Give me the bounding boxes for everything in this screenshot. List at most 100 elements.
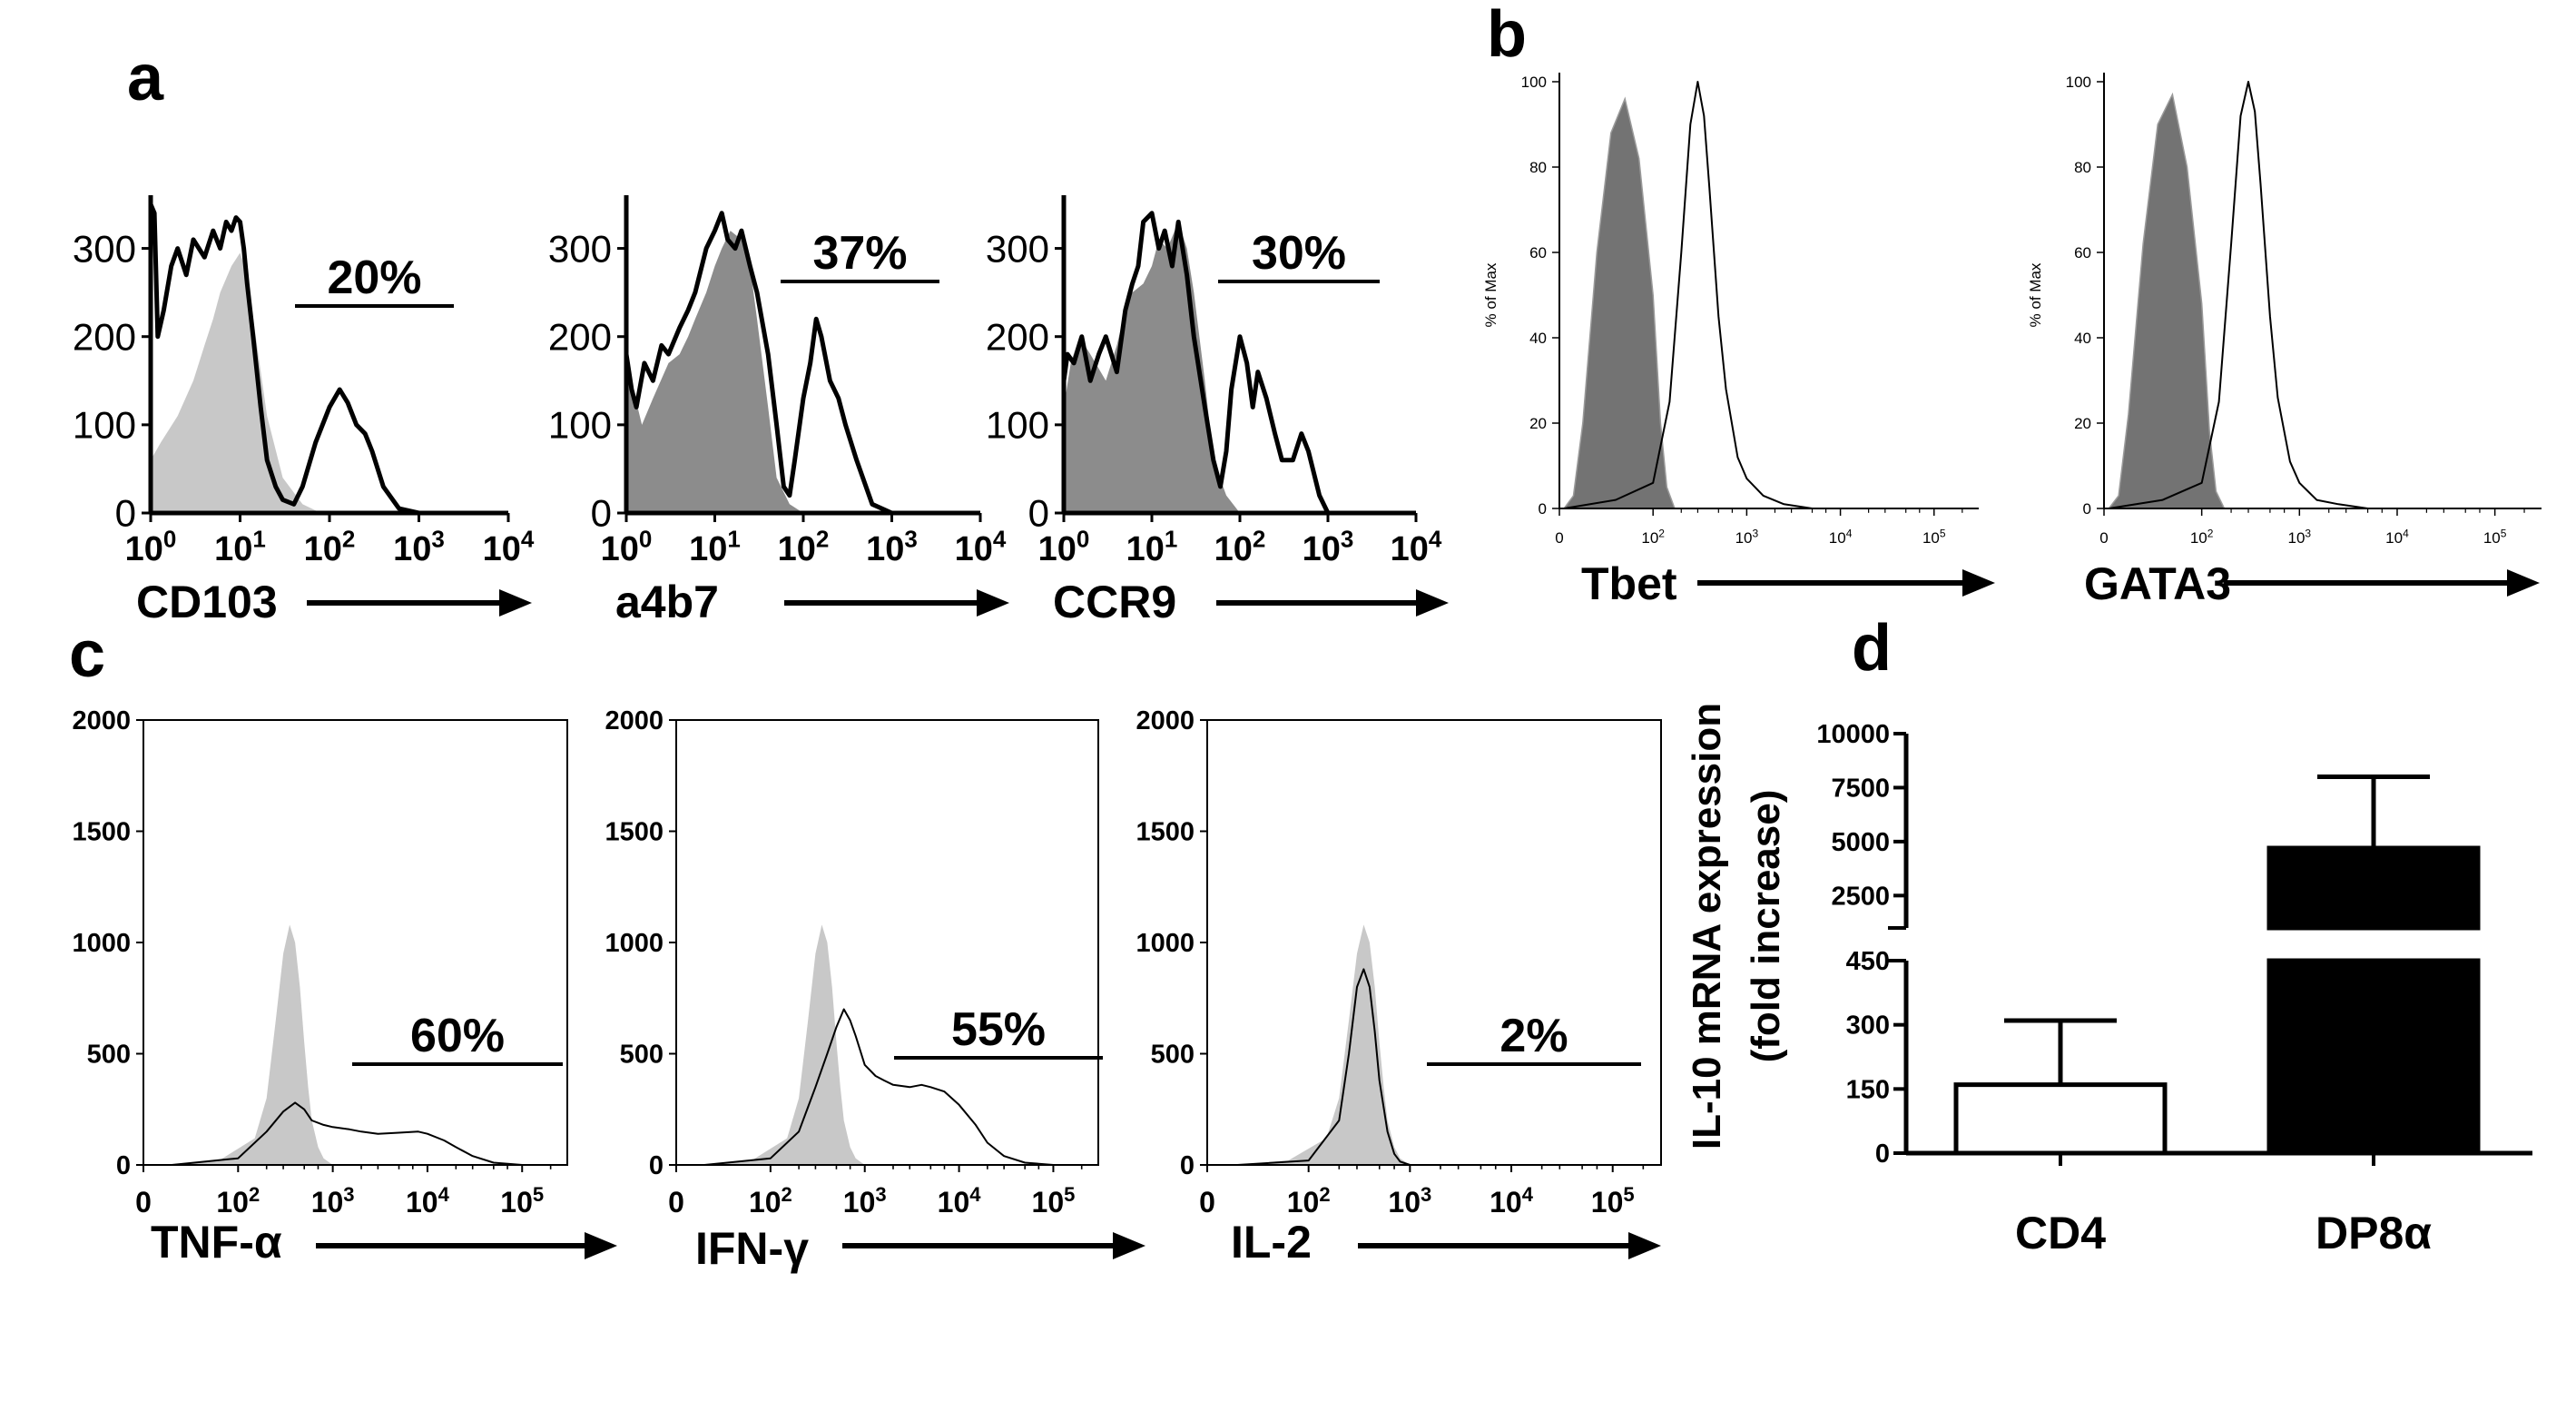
y-tick-label: 450 <box>1846 947 1890 976</box>
y-tick-label: 0 <box>115 492 136 535</box>
x-tick-label: 101 <box>689 526 741 568</box>
x-axis-label: CCR9 <box>1053 577 1176 627</box>
x-tick-label: 102 <box>778 526 830 568</box>
histogram-sample-line <box>1564 81 1934 509</box>
flow-histogram-c-1: 0 500 1000 1500 2000 0 102 103 104 105 60% TNF-α <box>72 706 617 1268</box>
y-tick-label: 300 <box>548 227 612 270</box>
x-tick-label: 0 <box>135 1186 152 1219</box>
x-tick-label: 102 <box>1214 526 1266 568</box>
plot-frame <box>675 719 1099 1166</box>
x-tick-label: 103 <box>2288 527 2312 547</box>
y-tick-label: 7500 <box>1831 774 1890 803</box>
x-tick-label: 105 <box>1032 1183 1076 1219</box>
panel-label-d: d <box>1852 612 1892 685</box>
x-axis-label: IL-2 <box>1231 1217 1312 1268</box>
gate-percent-label: 20% <box>327 252 421 304</box>
y-tick-label: 100 <box>986 404 1049 447</box>
x-axis-label: a4b7 <box>615 577 719 627</box>
x-tick-label: 103 <box>1303 526 1354 568</box>
y-tick-label: 0 <box>116 1151 131 1180</box>
plot-frame <box>1206 719 1662 1166</box>
gate-percent-label: 60% <box>410 1010 505 1062</box>
x-tick-label: 101 <box>214 526 266 568</box>
x-tick-label: 101 <box>1126 526 1178 568</box>
x-tick-label: 100 <box>125 526 177 568</box>
y-tick-label: 500 <box>1151 1041 1195 1070</box>
x-tick-label: 104 <box>483 526 535 568</box>
flow-histogram-c-3: 0 500 1000 1500 2000 0 102 103 104 105 2% IL-2 <box>1136 706 1662 1268</box>
y-tick-label: 0 <box>1875 1140 1890 1169</box>
bar-chart-d: CD4 DP8α 0 150 300 450 2500 5000 7500 10000 IL-10 … <box>1685 703 2532 1258</box>
y-tick-label: 100 <box>548 404 612 447</box>
y-axis-label: % of Max <box>2027 262 2044 327</box>
x-tick-label: 102 <box>304 526 356 568</box>
y-tick-label: 0 <box>1539 500 1547 518</box>
histogram-control-area <box>172 924 333 1165</box>
histogram-sample-line <box>2109 81 2495 509</box>
x-axis-label: IFN-γ <box>695 1223 809 1274</box>
y-tick-label: 80 <box>1529 159 1547 176</box>
x-axis-arrow-head <box>1113 1232 1145 1259</box>
gate-percent-label: 55% <box>951 1003 1046 1056</box>
x-tick-label: 103 <box>393 526 445 568</box>
y-tick-label: 300 <box>986 227 1049 270</box>
y-tick-label: 200 <box>548 315 612 358</box>
x-tick-label: 103 <box>311 1183 355 1219</box>
category-label: DP8α <box>2315 1208 2432 1258</box>
histogram-control-area <box>1562 96 1676 509</box>
y-tick-label: 80 <box>2074 159 2091 176</box>
x-tick-label: 100 <box>601 526 653 568</box>
panel-label-b: b <box>1487 0 1527 71</box>
y-tick-label: 150 <box>1846 1075 1890 1104</box>
gate-percent-label: 2% <box>1499 1010 1568 1062</box>
x-tick-label: 104 <box>2385 527 2409 547</box>
histogram-sample-line <box>1237 968 1613 1166</box>
histogram-sample-line <box>1061 211 1416 516</box>
x-tick-label: 104 <box>1490 1183 1534 1219</box>
y-tick-label: 40 <box>1529 330 1547 347</box>
x-axis-arrow-head <box>2507 569 2540 597</box>
y-tick-label: 40 <box>2074 330 2091 347</box>
x-tick-label: 105 <box>2483 527 2507 547</box>
y-tick-label: 60 <box>2074 244 2091 261</box>
x-tick-label: 0 <box>668 1186 684 1219</box>
y-tick-label: 300 <box>1846 1011 1890 1041</box>
x-tick-label: 0 <box>2099 529 2108 547</box>
bar-upper-DP8α <box>2266 845 2481 931</box>
y-tick-label: 2000 <box>605 706 664 735</box>
x-axis-label: CD103 <box>136 577 278 627</box>
y-tick-label: 0 <box>2083 500 2091 518</box>
x-tick-label: 103 <box>1388 1183 1431 1219</box>
histogram-sample-line <box>148 203 508 516</box>
y-tick-label: 20 <box>2074 415 2091 432</box>
flow-histogram-b-1: 0 20 40 60 80 100 0 102 103 104 105 % of Max Tbet <box>1482 73 1995 609</box>
y-tick-label: 1500 <box>1136 818 1195 847</box>
y-tick-label: 2000 <box>1136 706 1195 735</box>
plot-frame <box>143 719 568 1166</box>
y-tick-label: 500 <box>620 1041 664 1070</box>
x-tick-label: 102 <box>749 1183 792 1219</box>
y-tick-label: 200 <box>986 315 1049 358</box>
gate-percent-label: 30% <box>1252 227 1346 280</box>
y-tick-label: 100 <box>73 404 136 447</box>
y-tick-label: 1500 <box>605 818 664 847</box>
y-tick-label: 5000 <box>1831 828 1890 857</box>
category-label: CD4 <box>2015 1208 2106 1258</box>
y-tick-label: 1500 <box>72 818 131 847</box>
x-axis-arrow-head <box>585 1232 617 1259</box>
y-tick-label: 60 <box>1529 244 1547 261</box>
y-tick-label: 1000 <box>605 929 664 958</box>
histogram-control-area <box>1064 222 1240 513</box>
x-axis-arrow-head <box>1628 1232 1661 1259</box>
y-tick-label: 500 <box>87 1041 131 1070</box>
x-axis-arrow-head <box>499 589 532 617</box>
x-tick-label: 104 <box>1391 526 1442 568</box>
x-axis-arrow-head <box>1416 589 1449 617</box>
y-tick-label: 300 <box>73 227 136 270</box>
y-tick-label: 2500 <box>1831 882 1890 911</box>
x-tick-label: 104 <box>938 1183 982 1219</box>
histogram-control-area <box>2107 92 2226 509</box>
histogram-sample-line <box>624 211 980 516</box>
